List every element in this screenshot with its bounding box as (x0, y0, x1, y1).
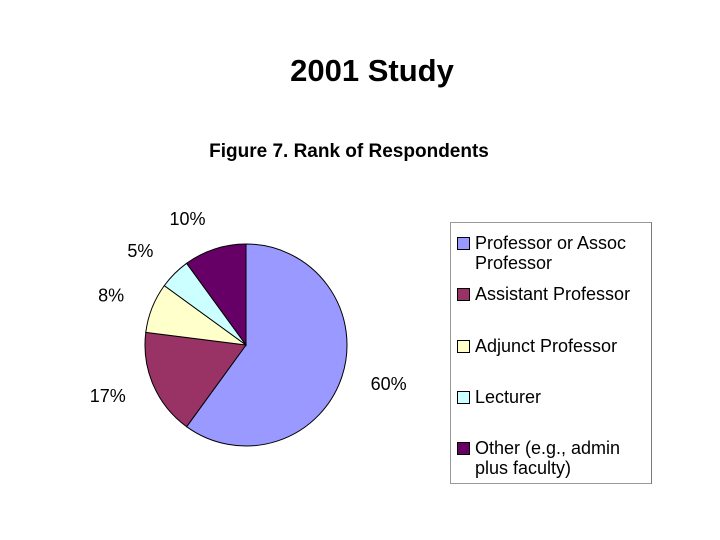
pie-slice (185, 243, 348, 447)
legend-entry: Assistant Professor (457, 284, 649, 304)
data-label: 8% (98, 286, 124, 306)
legend-entry: Other (e.g., admin plus faculty) (457, 438, 649, 478)
legend-entry: Professor or Assoc Professor (457, 233, 649, 273)
legend-label: Assistant Professor (475, 284, 631, 304)
chart-title: Figure 7. Rank of Respondents (209, 141, 489, 162)
data-label: 60% (371, 374, 407, 394)
legend-label: Lecturer (475, 387, 542, 407)
legend-label: Other (e.g., admin plus faculty) (475, 438, 621, 478)
legend-swatch (457, 237, 470, 250)
legend-label: Adjunct Professor (475, 336, 618, 356)
legend-entry: Adjunct Professor (457, 336, 649, 356)
pie-slice (185, 243, 247, 347)
data-label: 5% (127, 241, 153, 261)
legend-swatch (457, 442, 470, 455)
legend-swatch (457, 391, 470, 404)
legend-swatch (457, 340, 470, 353)
legend: Professor or Assoc Professor Assistant Pr… (450, 222, 652, 484)
pie-slice (144, 331, 247, 428)
legend-entry: Lecturer (457, 387, 649, 407)
legend-swatch (457, 288, 470, 301)
slide-title: 2001 Study (290, 53, 454, 88)
data-label: 17% (90, 386, 126, 406)
legend-label: Professor or Assoc Professor (475, 233, 627, 273)
data-label: 10% (169, 209, 205, 229)
